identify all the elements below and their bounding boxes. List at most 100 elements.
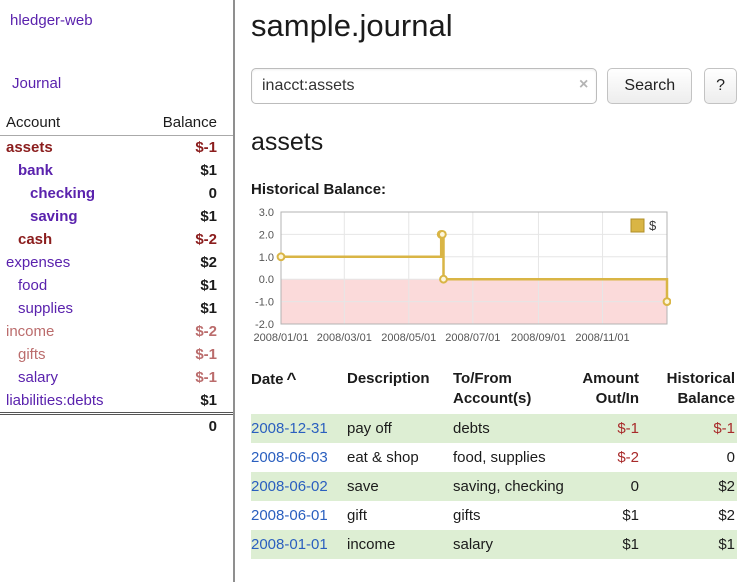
account-row: saving $1 bbox=[0, 205, 233, 228]
chart-title: Historical Balance: bbox=[251, 181, 387, 198]
account-balance: $1 bbox=[200, 392, 217, 409]
column-header-label: Historical Balance bbox=[666, 370, 735, 407]
column-header-label: Amount Out/In bbox=[582, 370, 639, 407]
transaction-date-link[interactable]: 2008-06-03 bbox=[251, 449, 328, 466]
column-header-label: Date bbox=[251, 371, 284, 388]
account-link-checking[interactable]: checking bbox=[30, 185, 96, 202]
sidebar: hledger-web Journal Account Balance asse… bbox=[0, 0, 235, 582]
y-tick-label: 2.0 bbox=[259, 229, 274, 241]
account-balance: $-2 bbox=[195, 323, 217, 340]
y-tick-label: -2.0 bbox=[255, 319, 274, 331]
account-row: cash $-2 bbox=[0, 228, 233, 251]
register-table-head: Date ^ Description To/From Account(s) Amount… bbox=[251, 366, 737, 414]
page-title: sample.journal bbox=[251, 8, 453, 43]
accounts-header-balance: Balance bbox=[162, 114, 217, 131]
account-link-salary[interactable]: salary bbox=[18, 369, 59, 386]
account-link-liabilities-debts[interactable]: liabilities:debts bbox=[6, 392, 104, 409]
y-tick-label: -1.0 bbox=[255, 297, 274, 309]
account-row: supplies $1 bbox=[0, 297, 233, 320]
account-link-bank[interactable]: bank bbox=[18, 162, 54, 179]
account-row: salary $-1 bbox=[0, 366, 233, 389]
accounts-header-account: Account bbox=[6, 114, 61, 131]
x-tick-label: 2008/03/01 bbox=[317, 332, 372, 344]
x-tick-label: 2008/05/01 bbox=[381, 332, 436, 344]
account-row: assets $-1 bbox=[0, 136, 233, 159]
transaction-row: 2008-06-01 gift gifts $1 $2 bbox=[251, 501, 737, 530]
transaction-description: pay off bbox=[347, 420, 392, 437]
column-header-date[interactable]: Date ^ bbox=[251, 366, 347, 414]
column-header-label: Description bbox=[347, 370, 430, 387]
y-tick-label: 1.0 bbox=[259, 252, 274, 264]
transaction-amount: $-1 bbox=[617, 420, 639, 437]
account-balance: $1 bbox=[200, 208, 217, 225]
transaction-date-link[interactable]: 2008-12-31 bbox=[251, 420, 328, 437]
column-header-description: Description bbox=[347, 366, 453, 414]
account-link-cash[interactable]: cash bbox=[18, 231, 53, 248]
clear-search-icon[interactable]: × bbox=[579, 76, 589, 93]
transaction-description: save bbox=[347, 478, 379, 495]
accounts-total-value: 0 bbox=[208, 418, 217, 435]
register-table: Date ^ Description To/From Account(s) Amount… bbox=[251, 366, 737, 559]
search-button[interactable]: Search bbox=[607, 68, 693, 104]
transaction-row: 2008-06-03 eat & shop food, supplies $-2 0 bbox=[251, 443, 737, 472]
balance-chart: $3.0 2.0 1.0 0.0 -1.0 -2.0 2008/01/01 2008/03/0… bbox=[251, 206, 737, 352]
account-link-assets[interactable]: assets bbox=[6, 139, 53, 156]
account-balance: 0 bbox=[208, 185, 217, 202]
x-tick-label: 2008/09/01 bbox=[511, 332, 566, 344]
account-link-food[interactable]: food bbox=[18, 277, 48, 294]
transaction-description: income bbox=[347, 536, 396, 553]
x-tick-label: 2008/01/01 bbox=[253, 332, 308, 344]
column-header-balance: Historical Balance bbox=[649, 366, 737, 414]
main-content: sample.journal × Search ? assets Histori… bbox=[235, 0, 742, 582]
transaction-balance: $2 bbox=[718, 507, 735, 524]
search-row: × Search ? bbox=[251, 68, 737, 104]
sort-ascending-icon[interactable]: ^ bbox=[286, 369, 297, 388]
legend-swatch bbox=[630, 218, 645, 233]
sidebar-item-journal[interactable]: Journal bbox=[12, 75, 62, 92]
transaction-date-cell: 2008-12-31 bbox=[251, 414, 347, 443]
account-link-supplies[interactable]: supplies bbox=[18, 300, 74, 317]
transaction-row: 2008-12-31 pay off debts $-1 $-1 bbox=[251, 414, 737, 443]
account-link-expenses[interactable]: expenses bbox=[6, 254, 71, 271]
account-balance: $-1 bbox=[195, 369, 217, 386]
transaction-date-cell: 2008-06-02 bbox=[251, 472, 347, 501]
transaction-date-link[interactable]: 2008-06-02 bbox=[251, 478, 328, 495]
app-title-link[interactable]: hledger-web bbox=[10, 12, 93, 29]
account-heading: assets bbox=[251, 128, 324, 156]
y-tick-label: 3.0 bbox=[259, 207, 274, 219]
account-balance: $-1 bbox=[195, 346, 217, 363]
x-tick-label: 2008/11/01 bbox=[575, 332, 629, 344]
register-table-body: 2008-12-31 pay off debts $-1 $-1 2008-06-03 ea… bbox=[251, 414, 737, 559]
transaction-balance: $-1 bbox=[713, 420, 735, 437]
transaction-amount: $1 bbox=[622, 536, 639, 553]
account-link-gifts[interactable]: gifts bbox=[18, 346, 46, 363]
transaction-date-cell: 2008-06-03 bbox=[251, 443, 347, 472]
account-link-income[interactable]: income bbox=[6, 323, 55, 340]
x-tick-label: 2008/07/01 bbox=[445, 332, 500, 344]
transaction-balance: 0 bbox=[726, 449, 735, 466]
transaction-amount: $1 bbox=[622, 507, 639, 524]
search-input[interactable] bbox=[251, 68, 598, 104]
account-row: expenses $2 bbox=[0, 251, 233, 274]
account-balance: $1 bbox=[200, 277, 217, 294]
transaction-date-cell: 2008-01-01 bbox=[251, 530, 347, 559]
transaction-date-link[interactable]: 2008-06-01 bbox=[251, 507, 328, 524]
column-header-amount: Amount Out/In bbox=[575, 366, 649, 414]
column-header-accounts: To/From Account(s) bbox=[453, 366, 575, 414]
transaction-accounts: food, supplies bbox=[453, 449, 546, 466]
transaction-balance: $1 bbox=[718, 536, 735, 553]
transaction-date-link[interactable]: 2008-01-01 bbox=[251, 536, 328, 553]
transaction-balance: $2 bbox=[718, 478, 735, 495]
data-point-marker bbox=[439, 274, 448, 284]
account-row: liabilities:debts $1 bbox=[0, 389, 233, 412]
account-row: income $-2 bbox=[0, 320, 233, 343]
y-tick-label: 0.0 bbox=[259, 274, 274, 286]
transaction-description: gift bbox=[347, 507, 368, 524]
accounts-header-row: Account Balance bbox=[0, 110, 233, 136]
account-link-saving[interactable]: saving bbox=[30, 208, 78, 225]
data-point-marker bbox=[276, 252, 286, 262]
account-balance: $2 bbox=[200, 254, 217, 271]
help-button[interactable]: ? bbox=[704, 68, 737, 104]
